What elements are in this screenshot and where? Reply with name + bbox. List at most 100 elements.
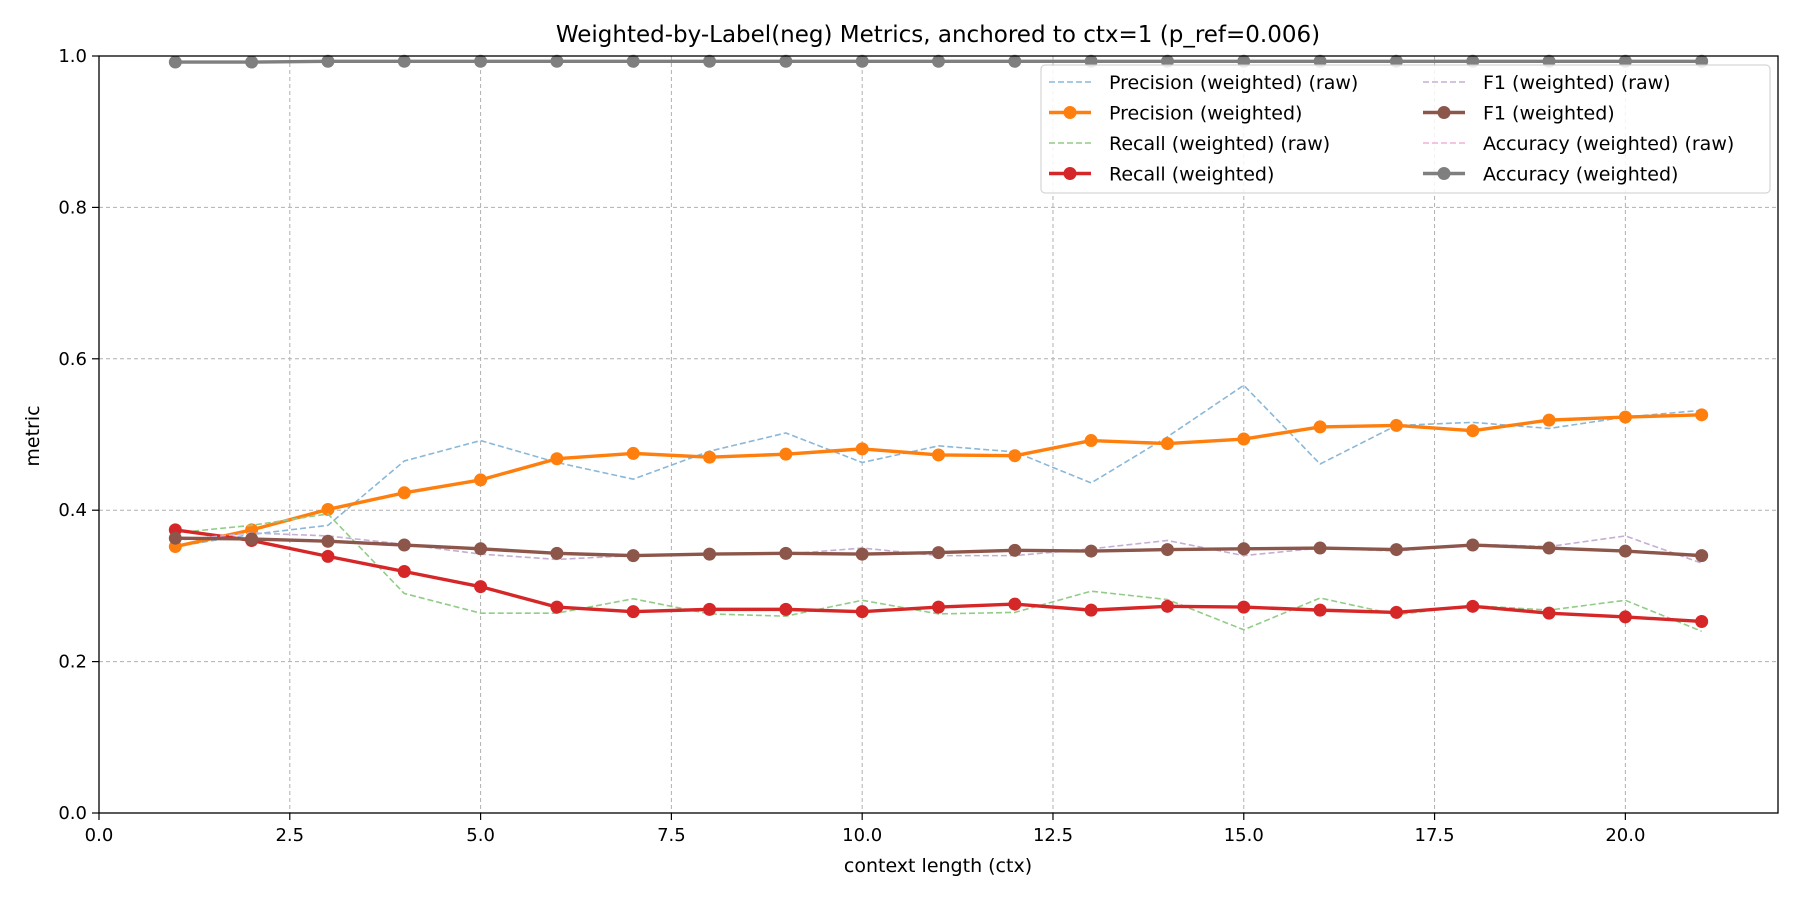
x-tick-label: 12.5 — [1033, 825, 1073, 846]
data-point — [703, 547, 717, 561]
data-point — [1313, 541, 1327, 555]
series-f1-weighted — [168, 531, 1709, 563]
legend-label: Recall (weighted) (raw) — [1109, 133, 1330, 155]
series-precision-weighted — [168, 408, 1709, 554]
x-tick-label: 17.5 — [1415, 825, 1455, 846]
legend-marker — [1437, 167, 1451, 180]
data-point — [779, 447, 793, 461]
x-axis-label: context length (ctx) — [844, 855, 1032, 877]
x-tick-label: 5.0 — [466, 825, 495, 846]
axis-ticks: 0.0 2.5 5.0 7.5 10.0 12.5 15.0 17.5 20.0 0.0 0.2 0.… — [58, 46, 1645, 846]
data-point — [1008, 543, 1022, 557]
y-tick-label: 0.0 — [58, 803, 87, 824]
data-point — [932, 546, 945, 560]
data-point — [474, 542, 488, 556]
legend-item: F1 (weighted) (raw) — [1423, 72, 1671, 94]
legend-item: Accuracy (weighted) — [1423, 164, 1678, 186]
data-point — [626, 446, 640, 460]
data-point — [1618, 610, 1632, 624]
data-point — [932, 600, 945, 614]
series-precision-weighted-raw — [175, 384, 1702, 548]
data-point — [245, 532, 259, 546]
data-point — [168, 531, 182, 545]
data-point — [550, 546, 564, 560]
data-point — [321, 549, 335, 563]
data-point — [474, 54, 488, 68]
x-tick-label: 20.0 — [1605, 825, 1645, 846]
chart-title: Weighted-by-Label(neg) Metrics, anchored… — [556, 22, 1320, 48]
data-point — [1542, 606, 1556, 620]
x-tick-label: 2.5 — [275, 825, 304, 846]
legend-item: Precision (weighted) (raw) — [1049, 72, 1358, 94]
data-point — [779, 546, 793, 560]
data-point — [1466, 599, 1480, 613]
data-point — [1084, 434, 1098, 448]
legend-item: F1 (weighted) — [1423, 103, 1615, 125]
x-tick-label: 7.5 — [657, 825, 686, 846]
data-point — [1008, 597, 1022, 611]
data-point — [321, 534, 335, 548]
x-tick-label: 0.0 — [85, 825, 114, 846]
legend-label: F1 (weighted) — [1483, 103, 1615, 125]
legend-marker — [1063, 106, 1077, 119]
data-point — [626, 605, 640, 619]
y-tick-label: 0.2 — [58, 652, 87, 673]
legend-label: Recall (weighted) — [1109, 164, 1274, 186]
data-point — [1084, 603, 1098, 617]
legend-item: Recall (weighted) (raw) — [1049, 133, 1330, 155]
y-tick-label: 0.6 — [58, 349, 87, 370]
data-point — [397, 538, 411, 552]
legend-marker — [1437, 106, 1451, 119]
data-point — [932, 54, 945, 68]
data-point — [855, 442, 869, 456]
legend-item: Precision (weighted) — [1049, 103, 1302, 125]
legend-marker — [1063, 167, 1077, 180]
data-point — [1237, 432, 1251, 446]
legend-box — [1040, 64, 1771, 194]
data-point — [1618, 410, 1632, 424]
data-point — [855, 547, 869, 561]
x-tick-label: 15.0 — [1224, 825, 1264, 846]
x-tick-label: 10.0 — [842, 825, 882, 846]
data-point — [1695, 614, 1709, 628]
data-point — [703, 54, 717, 68]
data-point — [1466, 538, 1480, 552]
data-point — [626, 54, 640, 68]
data-point — [855, 605, 869, 619]
data-point — [1542, 541, 1556, 555]
data-point — [1160, 543, 1174, 557]
legend-label: F1 (weighted) (raw) — [1483, 72, 1671, 94]
data-point — [932, 448, 945, 462]
data-point — [1237, 542, 1251, 556]
legend: Precision (weighted) (raw) Precision (wei… — [1040, 64, 1771, 194]
data-point — [474, 580, 488, 594]
legend-label: Accuracy (weighted) (raw) — [1483, 133, 1734, 155]
data-point — [1695, 408, 1709, 422]
data-point — [779, 602, 793, 616]
data-point — [1389, 543, 1403, 557]
data-point — [1466, 424, 1480, 438]
data-point — [474, 473, 488, 487]
data-point — [1389, 418, 1403, 432]
series-recall-weighted — [168, 523, 1709, 628]
y-tick-label: 1.0 — [58, 46, 87, 67]
data-point — [1160, 437, 1174, 451]
data-point — [1008, 54, 1022, 68]
data-point — [1237, 600, 1251, 614]
data-point — [1313, 420, 1327, 434]
data-point — [1618, 544, 1632, 558]
data-point — [397, 565, 411, 579]
data-point — [1695, 549, 1709, 563]
data-point — [550, 452, 564, 466]
plot-frame — [98, 55, 1779, 814]
y-axis-label: metric — [22, 405, 44, 466]
data-point — [1313, 603, 1327, 617]
legend-item: Recall (weighted) — [1049, 164, 1274, 186]
y-tick-label: 0.4 — [58, 500, 87, 521]
data-point — [703, 602, 717, 616]
data-point — [321, 54, 335, 68]
legend-label: Accuracy (weighted) — [1483, 164, 1678, 186]
data-point — [703, 450, 717, 464]
